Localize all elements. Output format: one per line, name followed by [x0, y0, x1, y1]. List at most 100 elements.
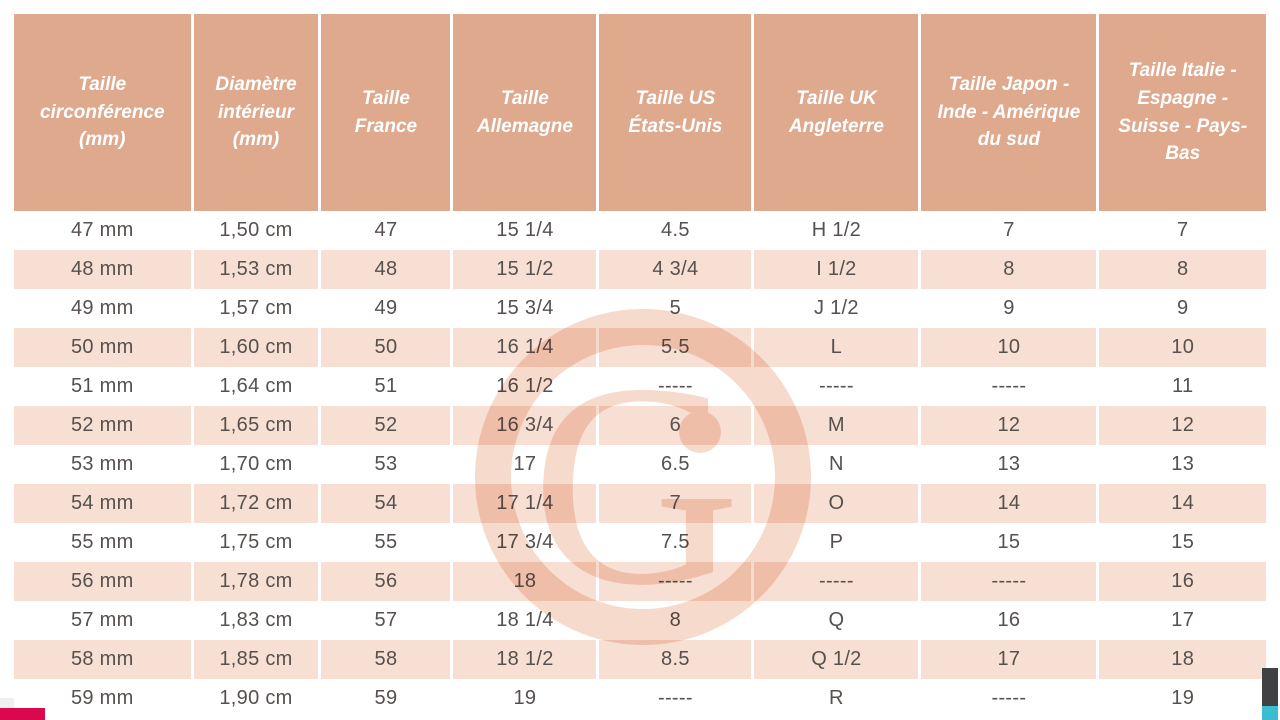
size-cell: 47 mm — [14, 211, 193, 250]
size-cell: 15 1/2 — [450, 250, 598, 289]
size-cell: N — [751, 445, 920, 484]
size-cell: 16 1/2 — [450, 367, 598, 406]
size-cell: 5 — [596, 289, 753, 328]
table-row: 55 mm 1,75 cm 55 17 3/4 7.5 P 15 15 — [14, 523, 1266, 562]
size-cell: 1,60 cm — [190, 328, 320, 367]
column-header: Diamètre intérieur (mm) — [190, 14, 320, 211]
column-header: Taille Japon - Inde - Amérique du sud — [918, 14, 1098, 211]
ring-size-conversion-table: Taille circonférence (mm) Diamètre intéri… — [14, 14, 1266, 718]
floating-widget-fragment[interactable] — [1262, 668, 1278, 706]
size-cell: 15 — [918, 523, 1098, 562]
size-cell: 53 mm — [14, 445, 193, 484]
size-cell: R — [751, 679, 920, 718]
size-cell: 58 — [318, 640, 452, 679]
size-cell: 1,53 cm — [190, 250, 320, 289]
size-cell: O — [751, 484, 920, 523]
size-cell: ----- — [918, 562, 1098, 601]
table-row: 49 mm 1,57 cm 49 15 3/4 5 J 1/2 9 9 — [14, 289, 1266, 328]
size-cell: 51 — [318, 367, 452, 406]
size-cell: 9 — [918, 289, 1098, 328]
size-cell: 11 — [1096, 367, 1266, 406]
size-cell: 7 — [1096, 211, 1266, 250]
size-cell: 17 — [450, 445, 598, 484]
size-cell: ----- — [918, 679, 1098, 718]
size-cell: 15 — [1096, 523, 1266, 562]
size-cell: 49 — [318, 289, 452, 328]
table-row: 54 mm 1,72 cm 54 17 1/4 7 O 14 14 — [14, 484, 1266, 523]
size-cell: 1,90 cm — [190, 679, 320, 718]
size-cell: 57 mm — [14, 601, 193, 640]
size-cell: 14 — [918, 484, 1098, 523]
table-row: 50 mm 1,60 cm 50 16 1/4 5.5 L 10 10 — [14, 328, 1266, 367]
size-cell: 56 — [318, 562, 452, 601]
size-cell: 55 — [318, 523, 452, 562]
size-cell: 7 — [596, 484, 753, 523]
size-cell: 5.5 — [596, 328, 753, 367]
size-cell: 17 — [918, 640, 1098, 679]
size-cell: 18 1/2 — [450, 640, 598, 679]
table-row: 51 mm 1,64 cm 51 16 1/2 ----- ----- ----- 11 — [14, 367, 1266, 406]
size-cell: 49 mm — [14, 289, 193, 328]
size-cell: 50 — [318, 328, 452, 367]
size-cell: I 1/2 — [751, 250, 920, 289]
size-cell: 1,72 cm — [190, 484, 320, 523]
size-cell: 12 — [918, 406, 1098, 445]
size-cell: 1,83 cm — [190, 601, 320, 640]
column-header: Taille Allemagne — [450, 14, 598, 211]
size-cell: 53 — [318, 445, 452, 484]
size-cell: 56 mm — [14, 562, 193, 601]
size-cell: 50 mm — [14, 328, 193, 367]
table-row: 47 mm 1,50 cm 47 15 1/4 4.5 H 1/2 7 7 — [14, 211, 1266, 250]
size-cell: 54 mm — [14, 484, 193, 523]
size-cell: 55 mm — [14, 523, 193, 562]
size-cell: 10 — [1096, 328, 1266, 367]
size-cell: 8 — [596, 601, 753, 640]
size-cell: Q 1/2 — [751, 640, 920, 679]
size-cell: ----- — [751, 562, 920, 601]
size-cell: ----- — [596, 367, 753, 406]
table-row: 53 mm 1,70 cm 53 17 6.5 N 13 13 — [14, 445, 1266, 484]
size-cell: 4 3/4 — [596, 250, 753, 289]
size-cell: 57 — [318, 601, 452, 640]
size-cell: 1,64 cm — [190, 367, 320, 406]
size-cell: 51 mm — [14, 367, 193, 406]
size-cell: 48 — [318, 250, 452, 289]
size-cell: 12 — [1096, 406, 1266, 445]
page-edge-gray-fragment — [0, 698, 14, 709]
size-cell: 6 — [596, 406, 753, 445]
table-row: 58 mm 1,85 cm 58 18 1/2 8.5 Q 1/2 17 18 — [14, 640, 1266, 679]
size-cell: 47 — [318, 211, 452, 250]
size-cell: ----- — [918, 367, 1098, 406]
size-cell: 54 — [318, 484, 452, 523]
size-cell: 15 3/4 — [450, 289, 598, 328]
size-cell: ----- — [596, 679, 753, 718]
column-header: Taille Italie - Espagne - Suisse - Pays-… — [1096, 14, 1266, 211]
size-cell: J 1/2 — [751, 289, 920, 328]
size-cell: 1,50 cm — [190, 211, 320, 250]
size-cell: 7 — [918, 211, 1098, 250]
size-cell: 13 — [1096, 445, 1266, 484]
floating-widget-accent-fragment[interactable] — [1262, 706, 1278, 720]
size-cell: 4.5 — [596, 211, 753, 250]
header-row: Taille circonférence (mm) Diamètre intéri… — [14, 14, 1266, 211]
size-cell: 52 mm — [14, 406, 193, 445]
size-cell: 6.5 — [596, 445, 753, 484]
table-row: 48 mm 1,53 cm 48 15 1/2 4 3/4 I 1/2 8 8 — [14, 250, 1266, 289]
size-cell: 52 — [318, 406, 452, 445]
size-cell: 18 — [1096, 640, 1266, 679]
size-cell: 9 — [1096, 289, 1266, 328]
size-cell: L — [751, 328, 920, 367]
magenta-button-fragment[interactable] — [0, 708, 45, 720]
size-cell: 1,65 cm — [190, 406, 320, 445]
size-cell: 17 3/4 — [450, 523, 598, 562]
size-cell: 16 — [918, 601, 1098, 640]
size-cell: 58 mm — [14, 640, 193, 679]
size-cell: 8 — [918, 250, 1098, 289]
size-cell: 16 3/4 — [450, 406, 598, 445]
size-cell: 16 1/4 — [450, 328, 598, 367]
size-cell: 10 — [918, 328, 1098, 367]
table-body: 47 mm 1,50 cm 47 15 1/4 4.5 H 1/2 7 7 48 mm 1,53 … — [14, 211, 1266, 718]
size-cell: ----- — [596, 562, 753, 601]
size-cell: 8.5 — [596, 640, 753, 679]
